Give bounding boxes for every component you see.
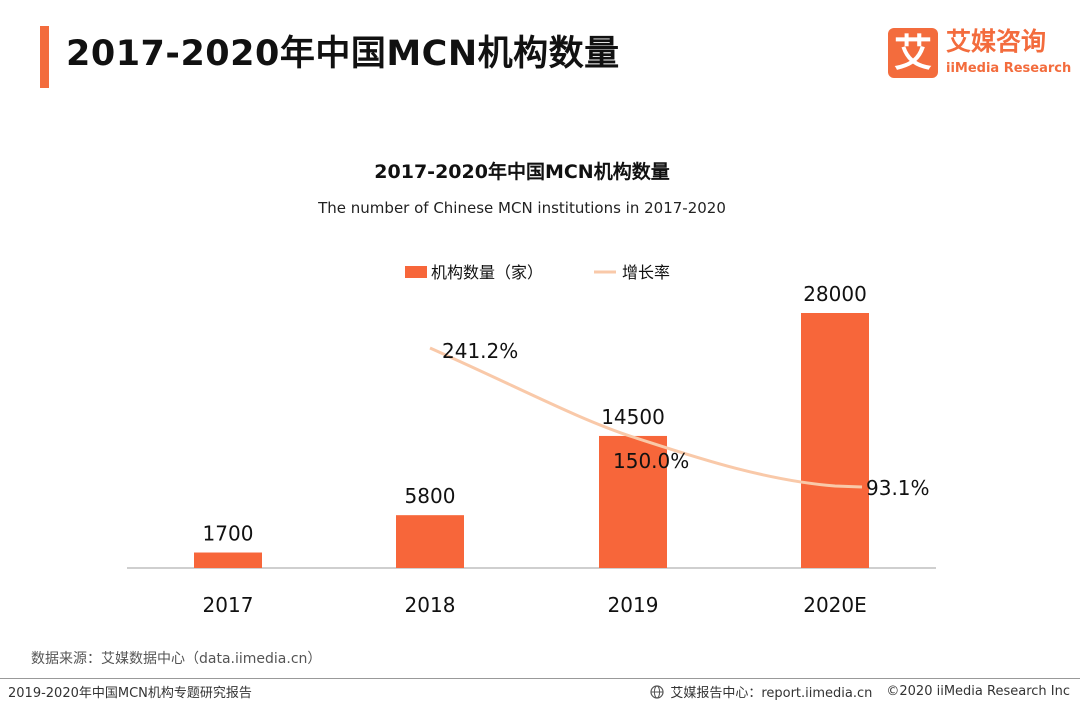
chart-subtitle: The number of Chinese MCN institutions i…: [317, 199, 726, 217]
bar-label-2019: 14500: [601, 405, 665, 429]
chart: 2017-2020年中国MCN机构数量 The number of Chines…: [127, 160, 936, 617]
copyright: ©2020 iiMedia Research Inc: [886, 684, 1070, 699]
logo-text-cn: 艾媒咨询: [946, 27, 1047, 56]
growth-label-2020E: 93.1%: [866, 476, 930, 500]
bar-2018: [396, 515, 464, 568]
report-name: 2019-2020年中国MCN机构专题研究报告: [8, 686, 252, 701]
growth-label-2018: 241.2%: [442, 339, 518, 363]
legend: 机构数量（家） 增长率: [405, 263, 670, 282]
title-accent-bar: [40, 26, 49, 88]
report-center[interactable]: 艾媒报告中心：report.iimedia.cn: [670, 686, 873, 701]
brand-logo: 艾 艾媒咨询 iiMedia Research: [888, 27, 1072, 84]
page-title: 2017-2020年中国MCN机构数量: [66, 34, 620, 74]
bar-label-2018: 5800: [405, 484, 456, 508]
bar-label-2020E: 28000: [803, 282, 867, 306]
logo-mark: 艾: [888, 28, 938, 78]
chart-title: 2017-2020年中国MCN机构数量: [374, 160, 669, 183]
legend-bar-label: 机构数量（家）: [431, 263, 543, 282]
legend-line-label: 增长率: [622, 263, 670, 282]
growth-label-2019: 150.0%: [613, 449, 689, 473]
bar-2020E: [801, 313, 869, 568]
x-tick-2018: 2018: [405, 593, 456, 617]
growth-rate-line: [429, 346, 863, 489]
footer-right: 艾媒报告中心：report.iimedia.cn ©2020 iiMedia R…: [650, 682, 1070, 701]
bar-2017: [194, 552, 262, 568]
x-tick-2020E: 2020E: [803, 593, 867, 617]
bar-label-2017: 1700: [203, 522, 254, 546]
data-source: 数据来源：艾媒数据中心（data.iimedia.cn）: [31, 651, 322, 667]
bar-2019: [599, 435, 667, 568]
logo-text-en: iiMedia Research: [946, 61, 1072, 76]
footer-divider: [0, 678, 1080, 679]
x-tick-2017: 2017: [203, 593, 254, 617]
globe-icon: [650, 684, 664, 699]
legend-bar-swatch: [405, 266, 427, 278]
x-tick-2019: 2019: [608, 593, 659, 617]
